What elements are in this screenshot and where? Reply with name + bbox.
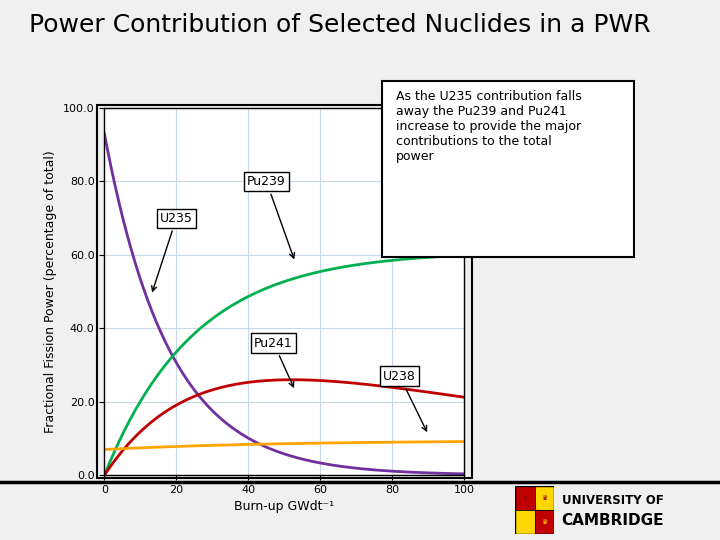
Bar: [515, 510, 534, 534]
Text: CAMBRIDGE: CAMBRIDGE: [562, 513, 664, 528]
Bar: [534, 486, 554, 510]
Text: ♛: ♛: [521, 495, 528, 501]
Text: ♛: ♛: [541, 518, 548, 525]
Text: Power Contribution of Selected Nuclides in a PWR: Power Contribution of Selected Nuclides …: [29, 14, 650, 37]
Text: U238: U238: [383, 369, 426, 431]
Text: UNIVERSITY OF: UNIVERSITY OF: [562, 494, 663, 507]
Text: Pu241: Pu241: [254, 336, 294, 387]
Text: Pu239: Pu239: [247, 175, 294, 258]
Bar: [515, 486, 534, 510]
Text: ♛: ♛: [541, 495, 548, 501]
Text: ♛: ♛: [521, 518, 528, 525]
Text: U235: U235: [152, 212, 193, 291]
Bar: [534, 510, 554, 534]
Text: As the U235 contribution falls
away the Pu239 and Pu241
increase to provide the : As the U235 contribution falls away the …: [396, 90, 582, 163]
X-axis label: Burn-up GWdt⁻¹: Burn-up GWdt⁻¹: [234, 501, 335, 514]
Y-axis label: Fractional Fission Power (percentage of total): Fractional Fission Power (percentage of …: [45, 150, 58, 433]
